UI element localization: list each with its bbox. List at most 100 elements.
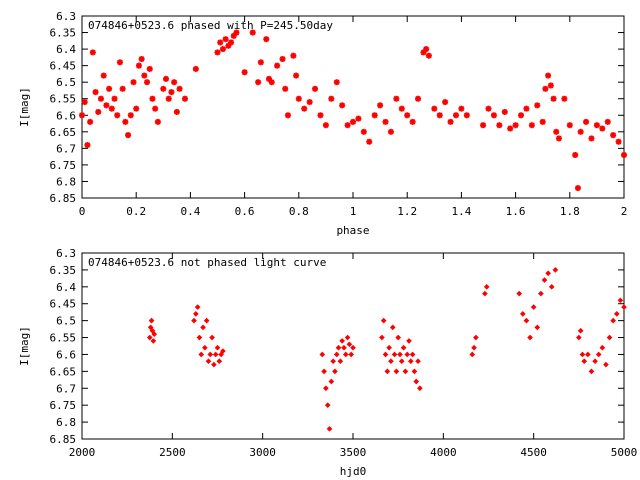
data-point xyxy=(423,46,430,53)
data-point xyxy=(577,128,584,135)
data-point xyxy=(216,358,223,365)
data-point xyxy=(400,344,407,351)
data-point xyxy=(386,344,392,351)
data-point xyxy=(319,351,326,358)
data-point xyxy=(219,46,226,53)
data-point xyxy=(355,115,362,122)
data-point xyxy=(398,358,405,365)
data-point xyxy=(97,95,104,102)
phased-y-tick-label: 6.6 xyxy=(56,109,76,122)
data-point xyxy=(295,95,302,102)
data-point xyxy=(81,99,88,106)
data-point xyxy=(154,118,161,125)
data-point xyxy=(621,151,627,158)
data-point xyxy=(496,122,503,129)
data-point xyxy=(84,142,91,149)
unphased-data-points xyxy=(146,267,627,432)
data-point xyxy=(530,304,537,310)
data-point xyxy=(534,324,541,331)
data-point xyxy=(389,324,396,331)
data-point xyxy=(350,344,356,351)
data-point xyxy=(89,49,96,56)
data-point xyxy=(119,85,126,92)
data-point xyxy=(130,79,137,86)
unphased-x-tick-label: 5000 xyxy=(611,446,638,459)
data-point xyxy=(144,79,151,86)
data-point xyxy=(406,338,412,344)
data-point xyxy=(200,324,206,331)
data-point xyxy=(214,344,221,351)
phased-data-points xyxy=(79,29,627,192)
data-point xyxy=(391,351,398,358)
data-point xyxy=(615,138,622,145)
data-point xyxy=(152,105,159,112)
data-point xyxy=(191,317,197,324)
data-point xyxy=(447,118,454,125)
unphased-y-tick-label: 6.4 xyxy=(56,281,76,294)
phased-axis-ticks: 6.3 6.35 6.4 6.45 6.5 6.55 6.6 6.65 6.7 6.75 6.8 6.… xyxy=(50,10,628,218)
phased-x-tick-label: 1.2 xyxy=(397,205,417,218)
data-point xyxy=(350,118,356,125)
data-point xyxy=(194,304,201,310)
data-point xyxy=(380,317,387,324)
phased-y-tick-label: 6.5 xyxy=(56,76,76,89)
data-point xyxy=(111,95,118,102)
data-point xyxy=(552,267,559,273)
data-point xyxy=(402,368,409,375)
unphased-x-tick-label: 3500 xyxy=(340,446,367,459)
data-point xyxy=(516,290,523,297)
data-point xyxy=(173,108,180,115)
data-point xyxy=(160,85,167,92)
data-point xyxy=(342,351,349,358)
unphased-y-axis-label: I[mag] xyxy=(18,326,31,366)
data-point xyxy=(574,185,581,192)
phased-panel: 6.3 6.35 6.4 6.45 6.5 6.55 6.6 6.65 6.7 6.75 6.8 6.… xyxy=(18,10,627,237)
data-point xyxy=(317,112,324,119)
data-point xyxy=(332,368,338,375)
data-point xyxy=(337,358,344,365)
data-point xyxy=(490,112,497,119)
data-point xyxy=(377,102,384,109)
data-point xyxy=(263,36,270,43)
data-point xyxy=(579,351,586,358)
phased-x-axis-label: phase xyxy=(336,224,369,237)
data-point xyxy=(595,351,602,358)
data-point xyxy=(95,108,102,115)
data-point xyxy=(279,56,286,63)
phased-x-tick-label: 1.4 xyxy=(451,205,471,218)
data-point xyxy=(588,368,595,375)
data-point xyxy=(176,85,183,92)
data-point xyxy=(217,39,224,46)
phased-x-tick-label: 1.6 xyxy=(506,205,526,218)
data-point xyxy=(599,125,606,132)
data-point xyxy=(534,102,541,109)
data-point xyxy=(397,351,403,358)
unphased-x-tick-label: 4500 xyxy=(520,446,547,459)
data-point xyxy=(577,327,584,334)
data-point xyxy=(604,118,611,125)
data-point xyxy=(146,65,153,72)
data-point xyxy=(561,95,568,102)
data-point xyxy=(100,72,107,79)
data-point xyxy=(436,112,443,119)
unphased-x-tick-label: 3000 xyxy=(249,446,276,459)
data-point xyxy=(458,105,465,112)
phased-y-tick-label: 6.65 xyxy=(50,126,77,139)
data-point xyxy=(442,99,449,106)
data-point xyxy=(321,368,327,375)
phased-y-tick-label: 6.45 xyxy=(50,60,77,73)
data-point xyxy=(79,112,85,119)
data-point xyxy=(520,311,526,317)
data-point xyxy=(341,344,347,351)
data-point xyxy=(603,361,609,368)
data-point xyxy=(330,358,336,365)
data-point xyxy=(366,138,373,145)
data-point xyxy=(114,112,121,119)
data-point xyxy=(125,132,132,139)
data-point xyxy=(417,385,423,392)
data-point xyxy=(382,351,389,358)
data-point xyxy=(528,122,535,129)
data-point xyxy=(241,69,248,76)
data-point xyxy=(192,311,199,317)
